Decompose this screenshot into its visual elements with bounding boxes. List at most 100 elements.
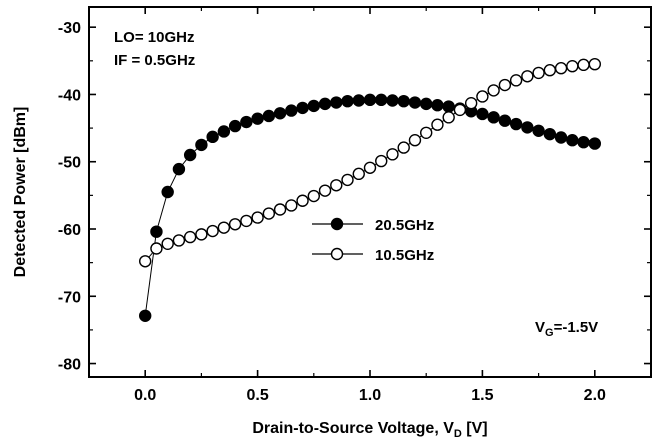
data-point-20-5ghz [207, 131, 218, 142]
data-point-10-5ghz [499, 80, 510, 91]
x-axis-title: Drain-to-Source Voltage, VD [V] [252, 420, 487, 440]
data-point-10-5ghz [567, 61, 578, 72]
data-point-10-5ghz [286, 200, 297, 211]
x-axis-title-main: Drain-to-Source Voltage, V [252, 420, 454, 437]
vg-annotation: VG=-1.5V [535, 319, 598, 339]
y-tick-label: -80 [58, 357, 81, 374]
y-tick-label: -50 [58, 155, 81, 172]
data-point-20-5ghz [421, 98, 432, 109]
data-point-20-5ghz [353, 95, 364, 106]
legend-marker-20-5ghz [332, 219, 343, 230]
data-point-20-5ghz [365, 94, 376, 105]
data-point-10-5ghz [556, 63, 567, 74]
data-point-10-5ghz [263, 208, 274, 219]
data-point-20-5ghz [443, 101, 454, 112]
y-tick-label: -60 [58, 222, 81, 239]
data-point-10-5ghz [443, 112, 454, 123]
data-point-20-5ghz [241, 117, 252, 128]
data-point-10-5ghz [162, 238, 173, 249]
legend: 20.5GHz 10.5GHz [312, 217, 434, 264]
vg-annotation-value: =-1.5V [554, 319, 599, 336]
y-tick-label: -30 [58, 20, 81, 37]
data-point-20-5ghz [342, 96, 353, 107]
y-tick-label: -70 [58, 289, 81, 306]
data-point-20-5ghz [331, 97, 342, 108]
data-point-20-5ghz [398, 96, 409, 107]
data-point-10-5ghz [421, 127, 432, 138]
data-point-20-5ghz [252, 113, 263, 124]
data-point-20-5ghz [556, 132, 567, 143]
data-point-10-5ghz [454, 104, 465, 115]
data-point-10-5ghz [589, 59, 600, 70]
data-point-10-5ghz [477, 91, 488, 102]
data-point-20-5ghz [488, 112, 499, 123]
data-point-10-5ghz [151, 243, 162, 254]
data-point-20-5ghz [196, 139, 207, 150]
data-point-10-5ghz [432, 119, 443, 130]
data-point-10-5ghz [488, 85, 499, 96]
data-point-20-5ghz [173, 164, 184, 175]
data-point-10-5ghz [185, 232, 196, 243]
legend-marker-10-5ghz [332, 249, 343, 260]
data-point-10-5ghz [353, 168, 364, 179]
data-point-10-5ghz [376, 156, 387, 167]
data-point-10-5ghz [297, 195, 308, 206]
data-point-10-5ghz [342, 174, 353, 185]
data-point-10-5ghz [173, 235, 184, 246]
data-point-10-5ghz [241, 215, 252, 226]
x-tick-label: 1.0 [359, 387, 381, 404]
x-tick-label: 1.5 [471, 387, 493, 404]
series-layer [140, 59, 601, 322]
y-tick-label: -40 [58, 87, 81, 104]
data-point-20-5ghz [522, 122, 533, 133]
data-point-10-5ghz [387, 149, 398, 160]
data-point-20-5ghz [320, 98, 331, 109]
data-point-20-5ghz [151, 226, 162, 237]
if-annotation: IF = 0.5GHz [114, 52, 195, 69]
legend-label-10-5ghz: 10.5GHz [375, 247, 434, 264]
data-point-10-5ghz [275, 204, 286, 215]
x-tick-label: 0.0 [134, 387, 156, 404]
data-point-20-5ghz [511, 119, 522, 130]
vg-annotation-sub: G [545, 327, 554, 339]
data-point-20-5ghz [308, 100, 319, 111]
vg-annotation-prefix: V [535, 319, 545, 336]
data-point-10-5ghz [578, 59, 589, 70]
data-point-20-5ghz [544, 129, 555, 140]
data-point-10-5ghz [331, 180, 342, 191]
data-point-20-5ghz [533, 125, 544, 136]
data-point-10-5ghz [533, 67, 544, 78]
y-axis-title: Detected Power [dBm] [12, 107, 29, 278]
data-point-10-5ghz [365, 162, 376, 173]
data-point-20-5ghz [578, 137, 589, 148]
data-point-20-5ghz [589, 138, 600, 149]
data-point-20-5ghz [286, 105, 297, 116]
data-point-10-5ghz [140, 256, 151, 267]
data-point-10-5ghz [252, 212, 263, 223]
data-point-20-5ghz [140, 310, 151, 321]
data-point-20-5ghz [275, 108, 286, 119]
data-point-10-5ghz [522, 71, 533, 82]
data-point-10-5ghz [196, 229, 207, 240]
data-point-20-5ghz [432, 100, 443, 111]
data-point-20-5ghz [409, 97, 420, 108]
data-point-10-5ghz [308, 191, 319, 202]
data-point-10-5ghz [320, 185, 331, 196]
lo-annotation: LO= 10GHz [114, 29, 194, 46]
data-point-10-5ghz [207, 226, 218, 237]
x-axis-title-sub: D [454, 428, 462, 440]
data-point-20-5ghz [387, 95, 398, 106]
data-point-10-5ghz [409, 135, 420, 146]
data-point-20-5ghz [499, 115, 510, 126]
data-point-20-5ghz [376, 94, 387, 105]
data-point-10-5ghz [544, 65, 555, 76]
x-tick-label: 2.0 [584, 387, 606, 404]
data-point-10-5ghz [218, 222, 229, 233]
data-point-10-5ghz [466, 98, 477, 109]
data-point-20-5ghz [162, 187, 173, 198]
data-point-10-5ghz [398, 142, 409, 153]
data-point-20-5ghz [263, 110, 274, 121]
data-point-20-5ghz [477, 108, 488, 119]
data-point-20-5ghz [230, 121, 241, 132]
x-axis-title-unit: [V] [462, 420, 488, 437]
